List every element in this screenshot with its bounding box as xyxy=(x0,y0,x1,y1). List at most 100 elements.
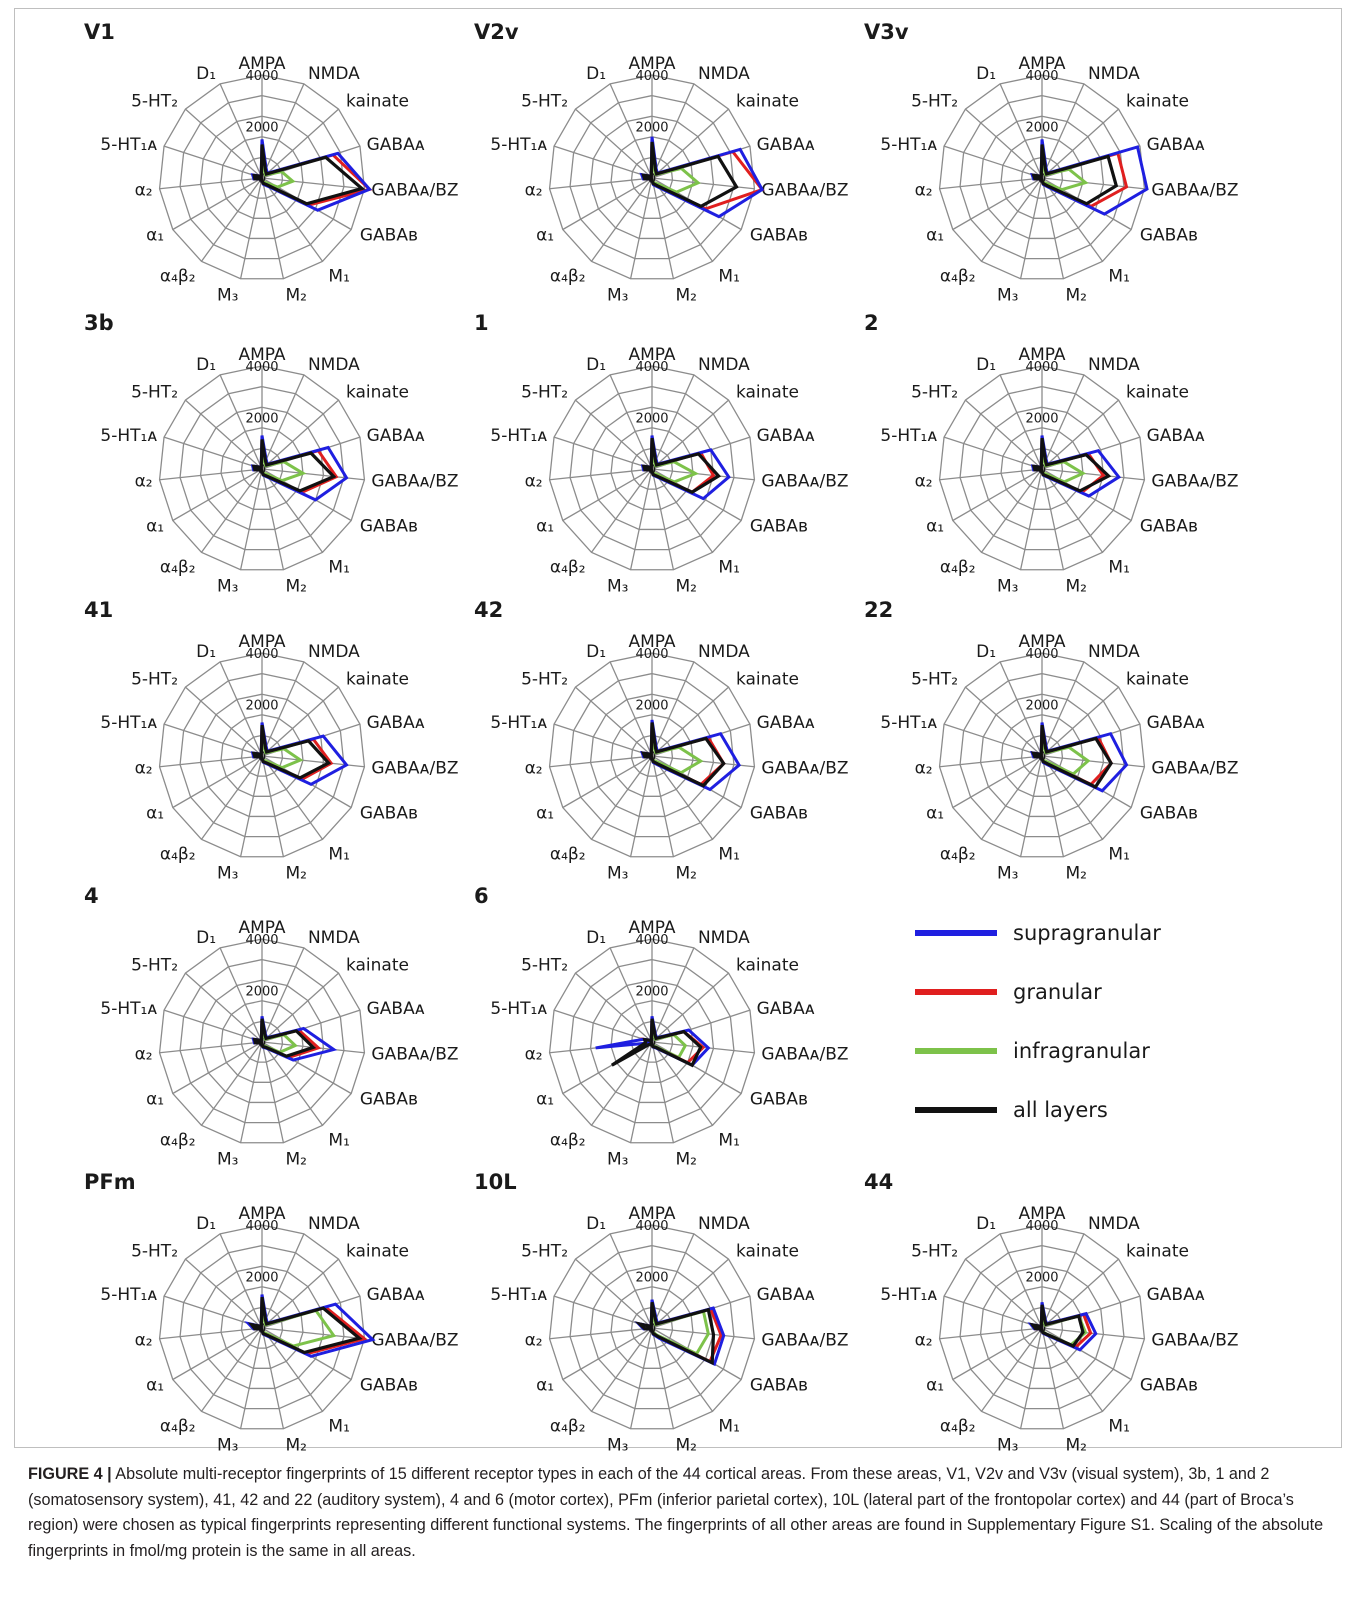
grid-spoke xyxy=(549,177,653,190)
axis-label-x: α₂ xyxy=(525,471,543,491)
axis-label-gaba: GABAᴀ xyxy=(1147,1285,1205,1305)
grid-ring xyxy=(1020,447,1064,490)
axis-label-x: α₄β₂ xyxy=(550,844,586,864)
radar-panel-v2v: V2v AMPA NMDA kainate GABAᴀ GABAᴀ/BZ GABAʙ M₁ M₂… xyxy=(474,20,849,306)
axis-label-nmda: NMDA xyxy=(308,928,360,948)
grid-spoke xyxy=(172,468,263,522)
axis-label-5-ht: 5-HT₁ᴀ xyxy=(490,135,547,155)
axis-label-m: M₂ xyxy=(675,1150,696,1170)
grid-spoke xyxy=(1019,177,1043,279)
axis-label-d: D₁ xyxy=(976,64,996,84)
grid-spoke xyxy=(575,399,653,470)
tick-label: 4000 xyxy=(1025,1219,1058,1234)
grid-spoke xyxy=(651,83,695,179)
grid-spoke xyxy=(549,755,653,768)
axis-label-gaba: GABAʙ xyxy=(360,1090,418,1110)
grid-ring xyxy=(569,1244,735,1410)
caption-label: FIGURE 4 | xyxy=(28,1465,112,1483)
radar-panel-pfm: PFm AMPA NMDA kainate GABAᴀ GABAᴀ/BZ GABAʙ M₁ M₂… xyxy=(84,1170,459,1456)
axis-label-5-ht: 5-HT₂ xyxy=(521,91,568,111)
tick-label: 4000 xyxy=(1025,360,1058,375)
radar-panel-44: 44 AMPA NMDA kainate GABAᴀ GABAᴀ/BZ GABAʙ M₁ M₂ M… xyxy=(864,1170,1239,1456)
axis-label-x: α₄β₂ xyxy=(160,1130,196,1150)
tick-label: 4000 xyxy=(635,69,668,84)
axis-label-kainate: kainate xyxy=(346,91,409,111)
grid-spoke xyxy=(159,1327,263,1340)
axis-label-gaba: GABAʙ xyxy=(1140,804,1198,824)
legend-label-supragranular: supragranular xyxy=(1013,921,1161,945)
grid-spoke xyxy=(219,947,263,1043)
axis-label-kainate: kainate xyxy=(736,1241,799,1261)
panel-title: 1 xyxy=(474,311,489,335)
tick-label: 2000 xyxy=(245,412,278,427)
grid-spoke xyxy=(609,1233,653,1329)
axis-label-5-ht: 5-HT₁ᴀ xyxy=(100,1285,157,1305)
grid-spoke xyxy=(965,108,1043,179)
grid-ring xyxy=(158,365,366,571)
grid-spoke xyxy=(200,468,263,553)
grid-spoke xyxy=(1041,1327,1132,1381)
grid-ring xyxy=(240,1306,284,1349)
grid-ring xyxy=(158,74,366,280)
radar-panel-22: 22 AMPA NMDA kainate GABAᴀ GABAᴀ/BZ GABAʙ M₁ M₂ M… xyxy=(864,598,1239,884)
axis-label-x: α₄β₂ xyxy=(160,1416,196,1436)
radar-panel-6: 6 AMPA NMDA kainate GABAᴀ GABAᴀ/BZ GABAʙ M₁ M₂ M₃… xyxy=(474,884,849,1170)
grid-ring xyxy=(158,652,366,858)
panel-title: 22 xyxy=(864,598,893,622)
grid-spoke xyxy=(562,177,653,231)
axis-label-5-ht: 5-HT₁ᴀ xyxy=(880,713,937,733)
grid-ring xyxy=(199,1265,325,1390)
axis-label-m: M₃ xyxy=(217,1150,238,1170)
axis-label-gaba-bz: GABAᴀ/BZ xyxy=(1151,180,1238,200)
grid-ring xyxy=(1020,1306,1064,1349)
tick-label: 2000 xyxy=(245,1271,278,1286)
axis-label-5-ht: 5-HT₂ xyxy=(911,669,958,689)
axis-label-kainate: kainate xyxy=(736,91,799,111)
axis-label-gaba: GABAᴀ xyxy=(367,713,425,733)
axis-label-5-ht: 5-HT₁ᴀ xyxy=(490,426,547,446)
tick-label: 4000 xyxy=(245,933,278,948)
axis-label-m: M₂ xyxy=(675,577,696,597)
grid-spoke xyxy=(1041,755,1065,857)
grid-ring xyxy=(199,693,325,818)
axis-label-gaba-bz: GABAᴀ/BZ xyxy=(371,1044,458,1064)
grid-spoke xyxy=(651,947,695,1043)
grid-spoke xyxy=(261,755,324,840)
axis-label-m: M₃ xyxy=(997,864,1018,884)
axis-label-m: M₃ xyxy=(607,1150,628,1170)
grid-ring xyxy=(220,1000,304,1083)
grid-spoke xyxy=(939,177,1043,190)
caption-text: Absolute multi-receptor fingerprints of … xyxy=(28,1465,1324,1560)
axis-label-d: D₁ xyxy=(976,355,996,375)
grid-ring xyxy=(959,385,1125,551)
panel-title: 4 xyxy=(84,884,99,908)
grid-spoke xyxy=(159,468,263,481)
grid-spoke xyxy=(261,1258,339,1329)
grid-spoke xyxy=(629,755,653,857)
grid-spoke xyxy=(965,686,1043,757)
grid-spoke xyxy=(261,755,285,857)
grid-spoke xyxy=(575,108,653,179)
panel-title: V3v xyxy=(864,20,909,44)
grid-ring xyxy=(959,672,1125,838)
axis-label-kainate: kainate xyxy=(346,1241,409,1261)
grid-spoke xyxy=(1041,177,1065,279)
panel-title: 42 xyxy=(474,598,503,622)
axis-label-gaba: GABAᴀ xyxy=(1147,426,1205,446)
grid-ring xyxy=(179,672,345,838)
axis-label-m: M₁ xyxy=(718,1130,739,1150)
axis-label-ampa: AMPA xyxy=(628,345,675,365)
tick-label: 2000 xyxy=(635,699,668,714)
grid-ring xyxy=(630,447,674,490)
grid-spoke xyxy=(575,686,653,757)
axis-label-x: α₁ xyxy=(536,226,554,246)
grid-spoke xyxy=(651,374,695,470)
grid-spoke xyxy=(261,1233,305,1329)
grid-ring xyxy=(1000,427,1084,510)
grid-spoke xyxy=(200,1041,263,1126)
grid-spoke xyxy=(965,399,1043,470)
grid-spoke xyxy=(590,755,653,840)
grid-ring xyxy=(548,652,756,858)
grid-ring xyxy=(220,714,304,797)
grid-spoke xyxy=(651,399,729,470)
